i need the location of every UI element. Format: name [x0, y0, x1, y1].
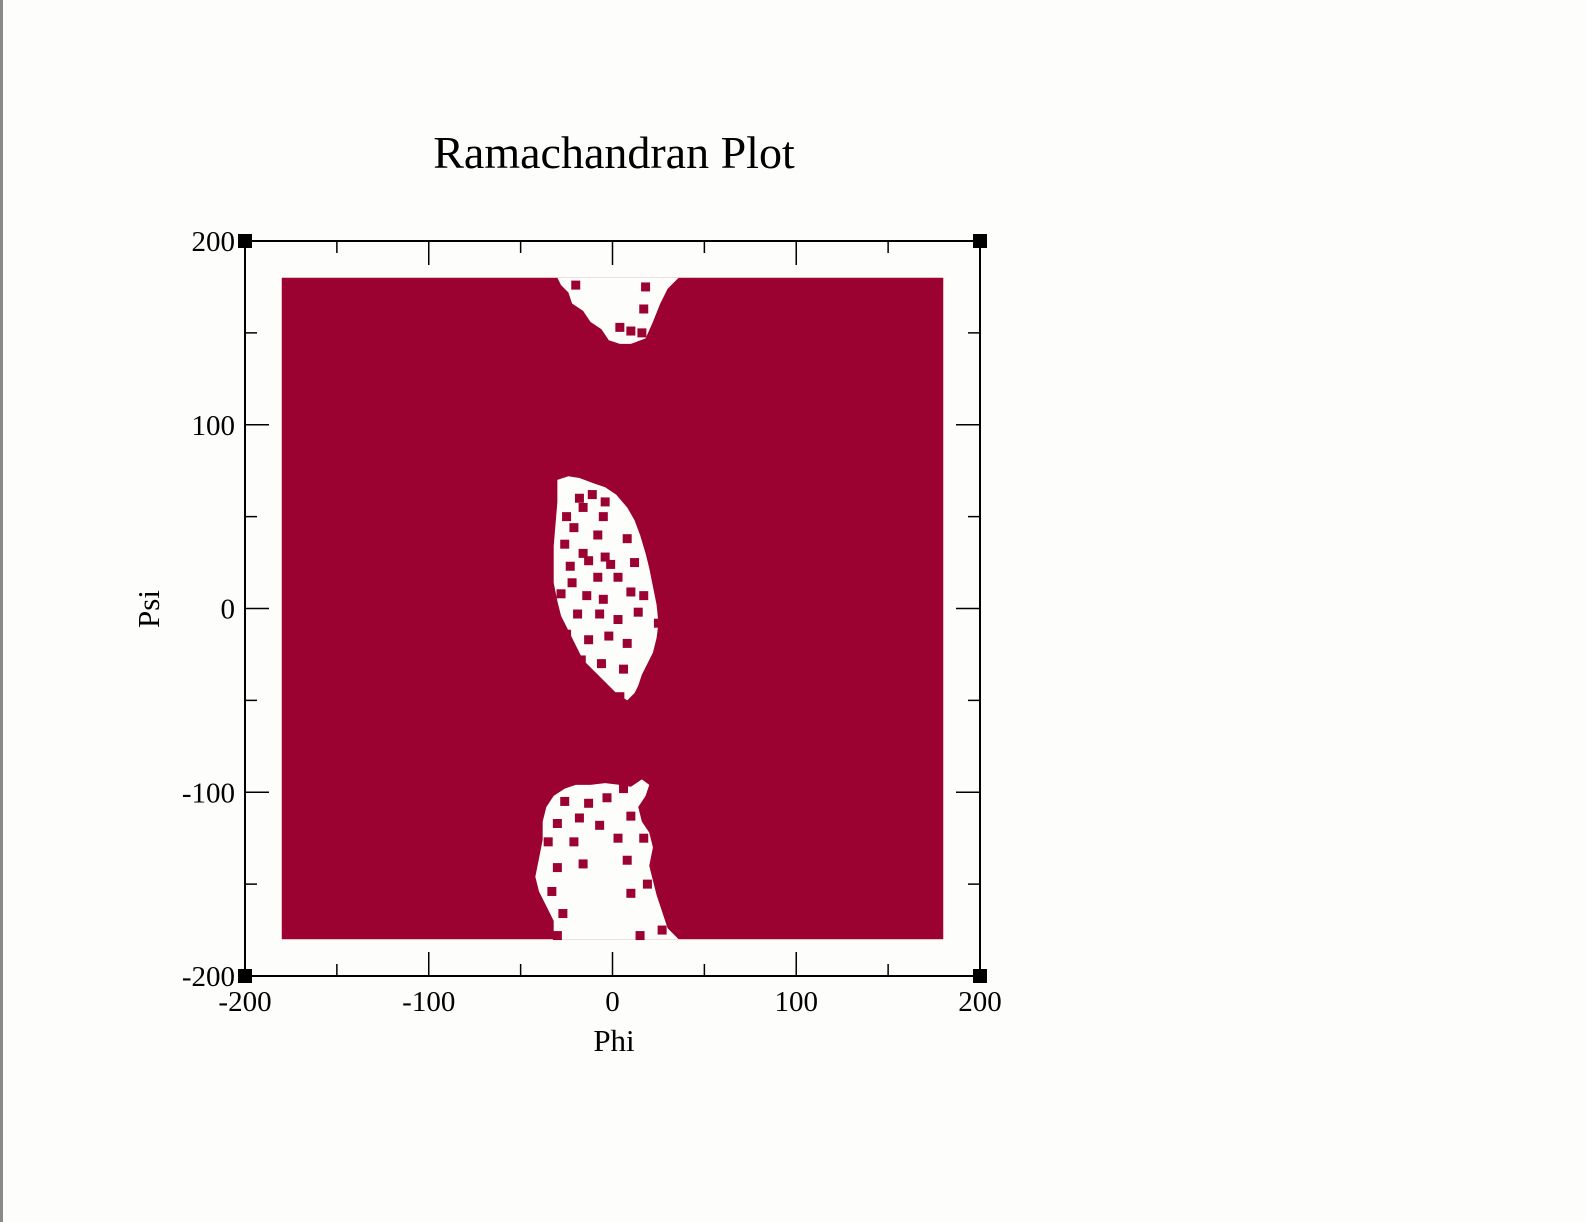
data-point [619, 784, 629, 794]
data-point [543, 837, 553, 847]
data-point [642, 879, 652, 889]
data-point [622, 534, 632, 544]
data-point [595, 609, 605, 619]
data-point [637, 328, 647, 338]
data-point [613, 833, 623, 843]
data-point [641, 282, 651, 292]
x-tick-label: 100 [775, 986, 819, 1018]
chart-title: Ramachandran Plot [433, 127, 795, 178]
data-point [547, 886, 557, 896]
data-point [639, 304, 649, 314]
data-point [622, 638, 632, 648]
data-point [615, 322, 625, 332]
data-point [600, 497, 610, 507]
data-point [584, 635, 594, 645]
data-point [565, 561, 575, 571]
data-point [639, 591, 649, 601]
data-point [626, 888, 636, 898]
data-point [574, 813, 584, 823]
data-point [622, 855, 632, 865]
data-point [587, 490, 597, 500]
data-point [615, 692, 625, 702]
data-point [633, 607, 643, 617]
y-tick-label: 100 [192, 410, 236, 442]
data-point [600, 552, 610, 562]
data-point [593, 530, 603, 540]
data-point [626, 587, 636, 597]
data-point [657, 925, 667, 935]
data-point [574, 493, 584, 503]
data-point [595, 820, 605, 830]
data-point [552, 931, 562, 941]
data-point [606, 559, 616, 569]
data-point [602, 793, 612, 803]
corner-handle[interactable] [973, 234, 987, 248]
data-point [578, 502, 588, 512]
data-point [630, 558, 640, 568]
data-point [573, 609, 583, 619]
data-point [635, 931, 645, 941]
data-point [584, 556, 594, 566]
data-point [562, 629, 572, 639]
data-point [598, 512, 608, 522]
data-point [613, 572, 623, 582]
sparse-region-upper [557, 277, 679, 344]
x-tick-label: -200 [218, 986, 271, 1018]
y-tick-label: 0 [221, 594, 236, 626]
data-point [552, 818, 562, 828]
x-tick-label: -100 [402, 986, 455, 1018]
data-point [567, 578, 577, 588]
y-tick-label: -200 [182, 961, 235, 993]
x-axis-label: Phi [593, 1023, 635, 1058]
data-point [578, 859, 588, 869]
data-point [578, 548, 588, 558]
data-point [653, 618, 663, 628]
corner-handle[interactable] [973, 969, 987, 983]
data-point [596, 659, 606, 669]
data-point [562, 512, 572, 522]
y-tick-label: -100 [182, 777, 235, 809]
axis-layer: -200 -100 0 100 200 -200 -100 0 100 200 [182, 226, 1002, 1018]
corner-handle[interactable] [238, 234, 252, 248]
data-point [569, 523, 579, 533]
data-point [569, 837, 579, 847]
data-point [626, 811, 636, 821]
x-tick-label: 200 [958, 986, 1002, 1018]
x-tick-label: 0 [605, 986, 620, 1018]
data-layer [281, 277, 944, 941]
data-point [619, 664, 629, 674]
sparse-region-lower [535, 779, 679, 940]
data-point [639, 833, 649, 843]
y-axis-label: Psi [131, 590, 166, 628]
data-point [593, 572, 603, 582]
data-point [552, 863, 562, 873]
data-point [582, 591, 592, 601]
data-point [576, 655, 586, 665]
data-point [560, 796, 570, 806]
data-point [558, 909, 568, 919]
data-point [613, 615, 623, 625]
data-point [598, 594, 608, 604]
data-point [584, 798, 594, 808]
data-point [626, 326, 636, 336]
y-tick-label: 200 [192, 226, 236, 258]
data-point [571, 280, 581, 290]
data-point [604, 631, 614, 641]
corner-handle[interactable] [238, 969, 252, 983]
data-point [591, 686, 601, 696]
sparse-region-middle [553, 476, 659, 701]
window-left-edge [0, 0, 3, 1222]
data-point [556, 589, 566, 599]
data-point [560, 539, 570, 549]
